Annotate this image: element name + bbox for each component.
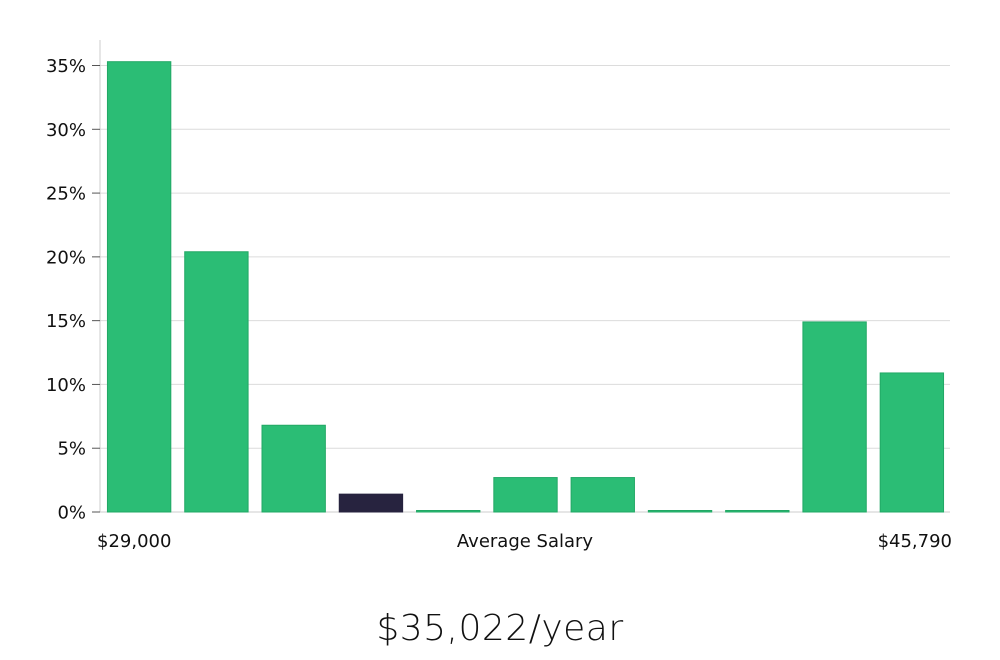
bar: [184, 251, 249, 513]
chart-svg: 0% 5% 10% 15% 20% 25% 30% 35% $29,000 Average S…: [46, 40, 952, 552]
x-min-label: $29,000: [97, 531, 171, 552]
x-axis-title: Average Salary: [457, 531, 594, 552]
bar: [106, 61, 172, 513]
y-tick-labels: 0% 5% 10% 15% 20% 25% 30% 35%: [46, 56, 100, 524]
y-tick-label: 15%: [46, 311, 86, 332]
bar: [879, 372, 945, 513]
y-tick-label: 0%: [57, 503, 86, 524]
y-tick-label: 5%: [57, 439, 86, 460]
y-tick-label: 30%: [46, 120, 86, 141]
bar: [802, 321, 867, 513]
y-tick-label: 20%: [46, 247, 86, 268]
average-salary-value: $35,022/year: [376, 608, 624, 649]
bar: [493, 477, 558, 513]
x-labels: $29,000 Average Salary $45,790: [97, 531, 952, 552]
bar: [725, 510, 790, 513]
x-max-label: $45,790: [878, 531, 952, 552]
bar: [416, 510, 481, 513]
y-tick-label: 35%: [46, 56, 86, 77]
y-tick-label: 25%: [46, 184, 86, 205]
bar-highlighted: [338, 493, 404, 513]
bar: [261, 424, 326, 513]
bar: [570, 477, 635, 513]
y-tick-label: 10%: [46, 375, 86, 396]
bars: [106, 61, 945, 513]
bar: [647, 510, 713, 513]
